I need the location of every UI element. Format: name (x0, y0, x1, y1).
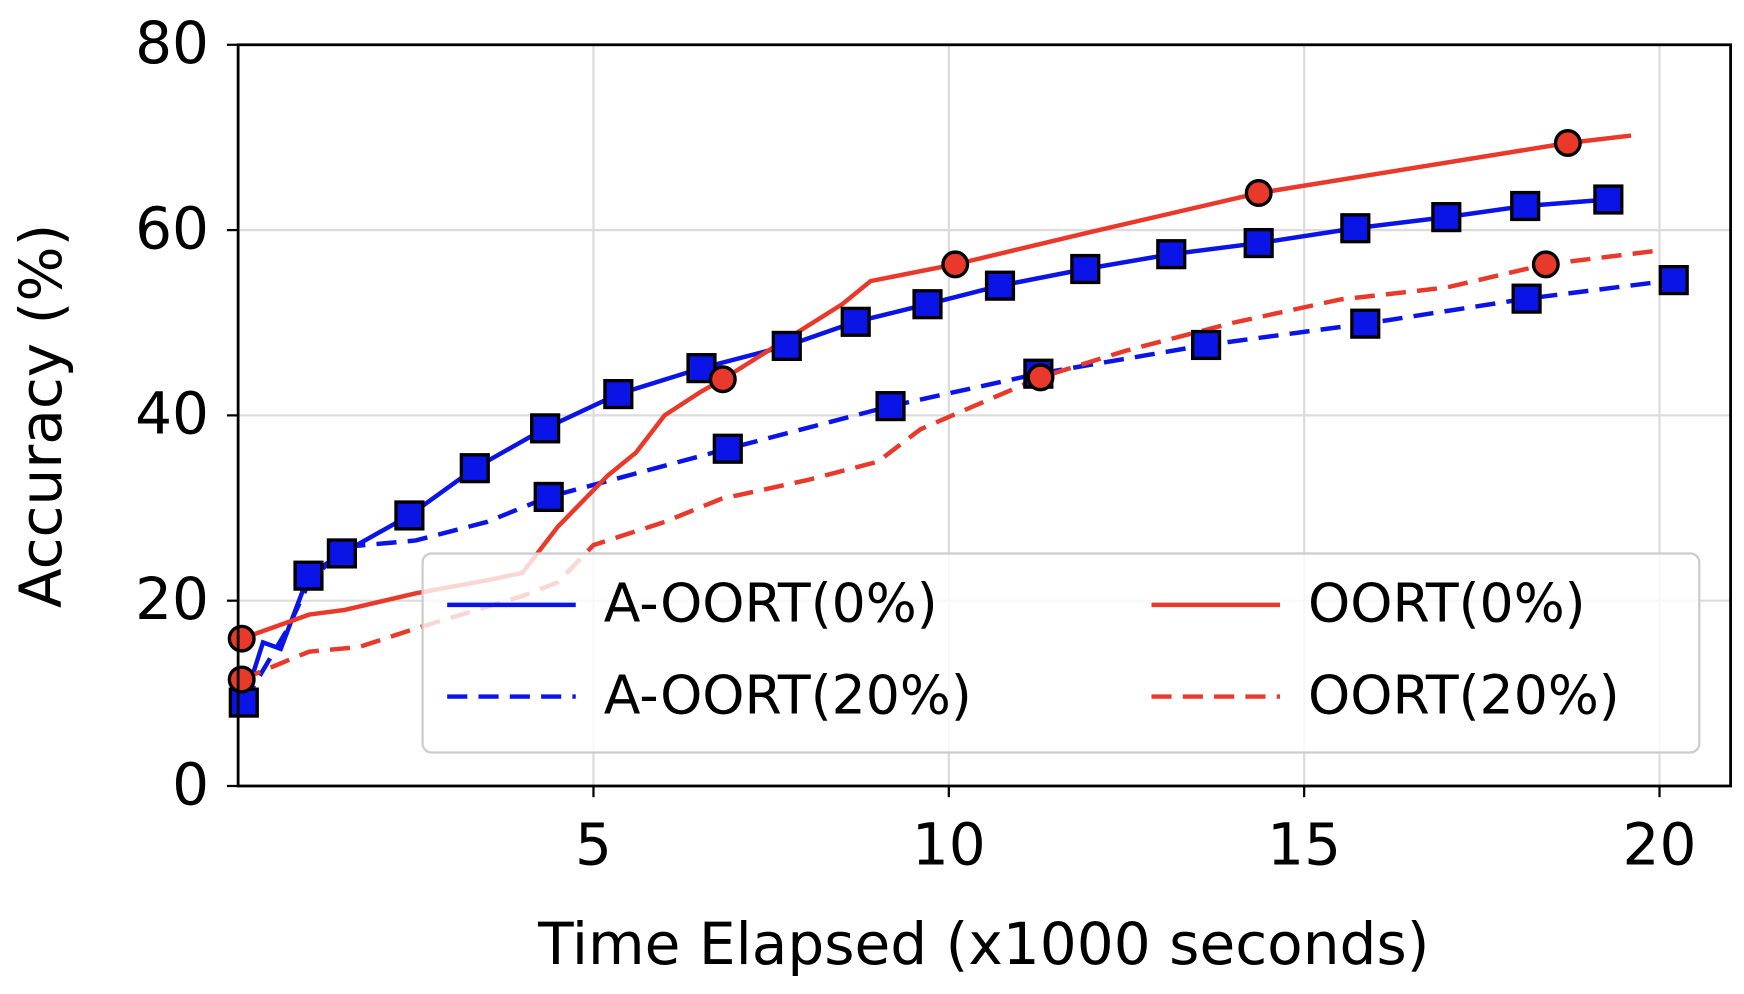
marker (941, 250, 970, 279)
marker (530, 413, 561, 444)
legend-label: A-OORT(0%) (604, 572, 938, 635)
marker (603, 378, 634, 410)
legend-box (421, 552, 1701, 754)
marker (1070, 253, 1101, 285)
marker (1658, 265, 1689, 296)
legend-label: OORT(0%) (1308, 572, 1586, 635)
marker (1190, 329, 1222, 361)
marker (1340, 213, 1371, 244)
x-axis-label: Time Elapsed (x1000 seconds) (537, 910, 1429, 978)
legend: A-OORT(0%) A-OORT(20%) OORT(0%) OORT(20%) (421, 552, 1701, 754)
y-tick-label: 20 (135, 565, 209, 633)
series-line (241, 277, 1675, 704)
x-tick-label: 5 (575, 811, 612, 879)
marker (1553, 129, 1582, 157)
marker (533, 481, 564, 513)
marker (1026, 363, 1055, 392)
marker (1244, 179, 1273, 208)
legend-label: A-OORT(20%) (604, 663, 972, 726)
marker (1593, 184, 1624, 215)
marker (293, 560, 324, 591)
marker (708, 365, 737, 394)
plot-frame (236, 43, 1732, 788)
y-axis-label: Accuracy (%) (7, 224, 75, 608)
marker (984, 270, 1016, 301)
marker (227, 665, 256, 694)
marker (1243, 227, 1274, 259)
y-tick-label: 80 (135, 9, 209, 77)
x-tick-label: 20 (1623, 811, 1697, 879)
marker (1431, 202, 1462, 233)
marker (1350, 308, 1381, 339)
y-tick-label: 60 (135, 194, 209, 262)
legend-label: OORT(20%) (1308, 663, 1620, 726)
marker (912, 289, 943, 320)
marker (326, 538, 357, 569)
marker (1531, 250, 1560, 279)
marker (394, 500, 425, 531)
y-tick-label: 40 (135, 380, 209, 448)
marker (875, 391, 906, 422)
y-tick-label: 0 (172, 750, 209, 818)
x-tick-label: 10 (912, 811, 986, 879)
marker (1510, 190, 1541, 222)
series-line (240, 133, 1632, 641)
marker (840, 306, 871, 337)
marker (459, 453, 490, 484)
x-tick-label: 15 (1267, 811, 1341, 879)
marker (771, 330, 802, 361)
marker (712, 433, 743, 464)
marker (1156, 239, 1187, 270)
marker (1511, 283, 1542, 314)
marker (227, 624, 256, 653)
